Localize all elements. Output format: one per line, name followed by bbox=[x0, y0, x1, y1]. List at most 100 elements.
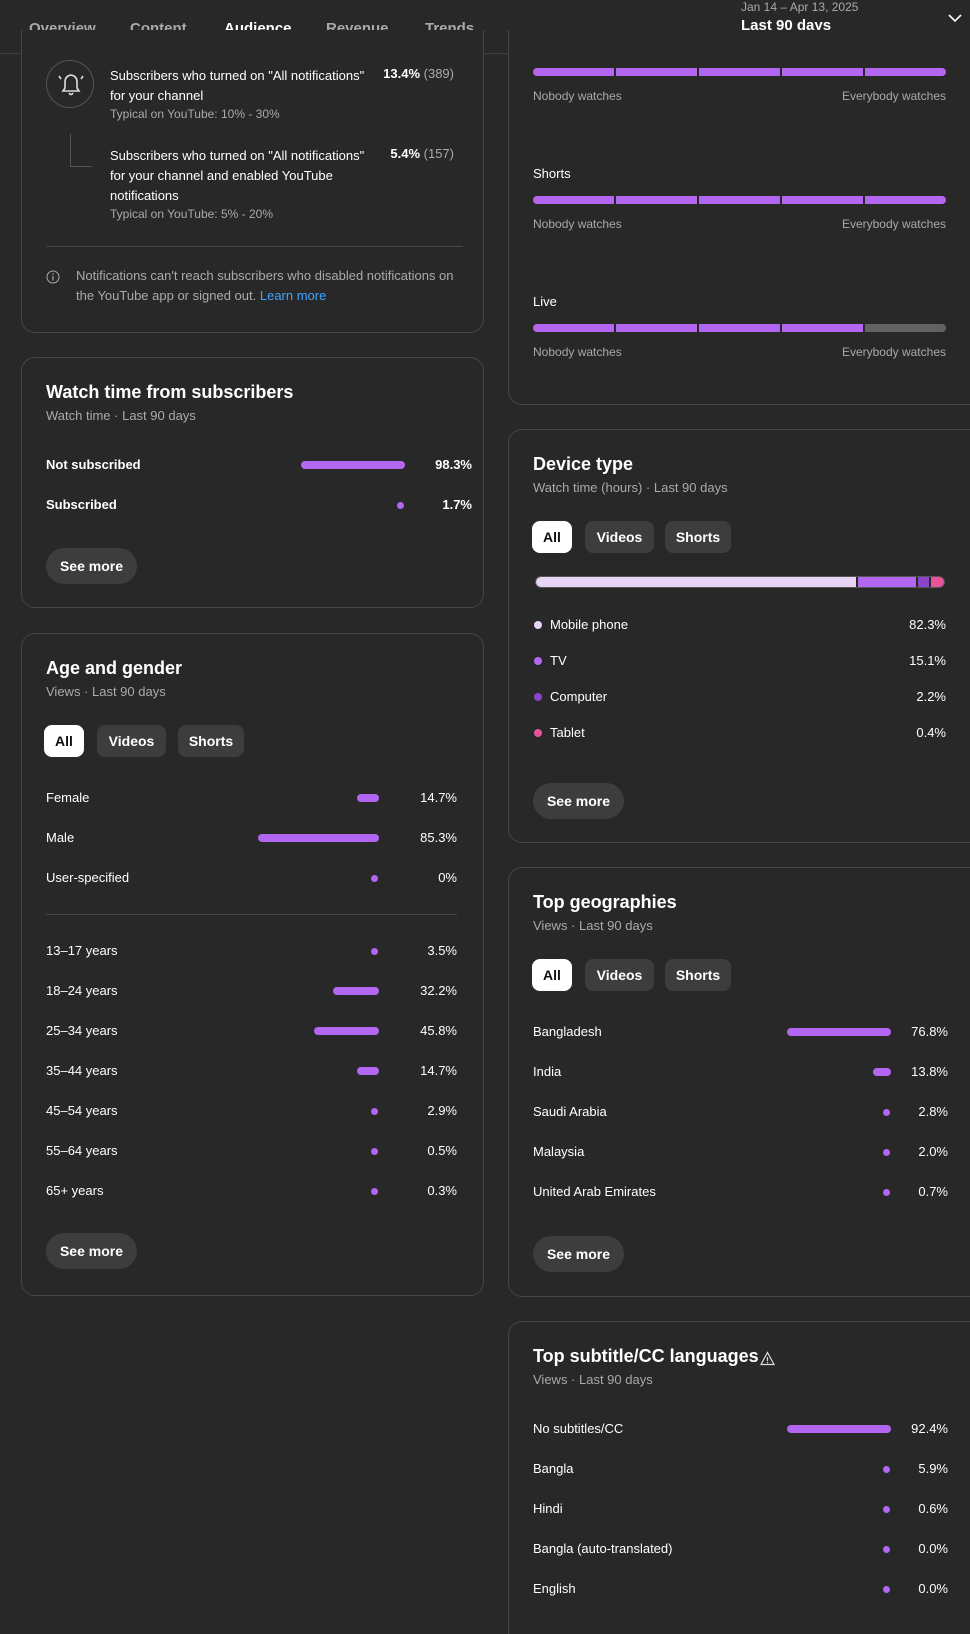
language-label: No subtitles/CC bbox=[533, 1421, 624, 1436]
scale-segment bbox=[782, 324, 863, 332]
filter-shorts[interactable]: Shorts bbox=[665, 959, 731, 991]
filter-videos[interactable]: Videos bbox=[585, 521, 654, 553]
learn-more-link[interactable]: Learn more bbox=[259, 288, 327, 303]
language-value: 5.9% bbox=[918, 1461, 948, 1476]
see-more-button[interactable]: See more bbox=[533, 783, 624, 819]
legend-dot bbox=[534, 657, 542, 665]
notifications-card: Subscribers who turned on "All notificat… bbox=[21, 30, 484, 333]
age-label: 45–54 years bbox=[46, 1103, 118, 1118]
geo-value: 2.8% bbox=[918, 1104, 948, 1119]
age-value: 0.3% bbox=[427, 1183, 457, 1198]
age-value: 14.7% bbox=[420, 1063, 457, 1078]
scale-right-label: Everybody watches bbox=[841, 217, 946, 231]
age-value: 45.8% bbox=[420, 1023, 457, 1038]
filter-shorts[interactable]: Shorts bbox=[665, 521, 731, 553]
filter-all[interactable]: All bbox=[532, 521, 572, 553]
device-label: Computer bbox=[550, 689, 608, 704]
see-more-button[interactable]: See more bbox=[46, 1233, 137, 1269]
gender-bar bbox=[258, 834, 379, 842]
gender-value: 0% bbox=[438, 870, 457, 885]
chevron-down-icon[interactable] bbox=[946, 9, 964, 27]
language-bar bbox=[883, 1466, 890, 1473]
row-bar bbox=[397, 502, 404, 509]
age-bar bbox=[371, 1148, 378, 1155]
bell-icon-circle bbox=[46, 60, 94, 108]
age-value: 3.5% bbox=[427, 943, 457, 958]
language-label: English bbox=[533, 1581, 576, 1596]
scale-left-label: Nobody watches bbox=[533, 345, 622, 359]
card-title: Watch time from subscribers bbox=[46, 382, 294, 402]
see-more-button[interactable]: See more bbox=[46, 548, 137, 584]
see-more-button[interactable]: See more bbox=[533, 1236, 624, 1272]
filter-videos[interactable]: Videos bbox=[97, 725, 166, 757]
card-title: Top geographies bbox=[533, 892, 677, 912]
scale-left-label: Nobody watches bbox=[533, 217, 622, 231]
age-label: 65+ years bbox=[46, 1183, 104, 1198]
device-stacked-bar bbox=[535, 576, 945, 588]
scale-segment bbox=[699, 68, 780, 76]
watch-scale-row1 bbox=[533, 68, 946, 76]
geo-bar bbox=[883, 1149, 890, 1156]
scale-segment bbox=[865, 68, 946, 76]
gender-bar bbox=[357, 794, 379, 802]
card-title: Age and gender bbox=[46, 658, 183, 678]
content-watch-card: Nobody watches Everybody watches Shorts … bbox=[508, 30, 970, 405]
filter-all[interactable]: All bbox=[44, 725, 84, 757]
date-range: Jan 14 – Apr 13, 2025 bbox=[741, 0, 859, 14]
notifications-note: Notifications can't reach subscribers wh… bbox=[76, 268, 454, 303]
filter-videos[interactable]: Videos bbox=[585, 959, 654, 991]
device-segment-tablet bbox=[931, 577, 944, 587]
gender-label: Male bbox=[46, 830, 75, 845]
device-label: TV bbox=[550, 653, 567, 668]
scale-segment bbox=[533, 324, 614, 332]
card-subtitle: Views · Last 90 days bbox=[533, 1372, 653, 1387]
age-label: 18–24 years bbox=[46, 983, 118, 998]
notif-row1-label: Subscribers who turned on "All notificat… bbox=[110, 68, 365, 103]
card-subtitle: Views · Last 90 days bbox=[46, 684, 166, 699]
period-selector[interactable]: Last 90 days bbox=[741, 17, 832, 34]
filter-all[interactable]: All bbox=[532, 959, 572, 991]
notif-row1-typical: Typical on YouTube: 10% - 30% bbox=[110, 107, 280, 121]
card-subtitle: Views · Last 90 days bbox=[533, 918, 653, 933]
legend-dot bbox=[534, 729, 542, 737]
row-value: 1.7% bbox=[442, 497, 472, 512]
language-bar bbox=[787, 1425, 891, 1433]
age-bar bbox=[371, 1108, 378, 1115]
notif-row1-value: 13.4% (389) bbox=[383, 66, 454, 81]
age-bar bbox=[357, 1067, 379, 1075]
card-subtitle: Watch time (hours) · Last 90 days bbox=[533, 480, 728, 495]
card-title: Top subtitle/CC languages bbox=[533, 1346, 759, 1366]
scale-left-label: Nobody watches bbox=[533, 89, 622, 103]
language-value: 0.0% bbox=[918, 1581, 948, 1596]
geo-value: 0.7% bbox=[918, 1184, 948, 1199]
language-bar bbox=[883, 1586, 890, 1593]
bell-icon bbox=[58, 74, 84, 96]
scale-segment bbox=[699, 196, 780, 204]
scale-segment bbox=[865, 196, 946, 204]
notif-row2-label: Subscribers who turned on "All notificat… bbox=[110, 148, 365, 203]
scale-segment bbox=[616, 68, 697, 76]
age-bar bbox=[371, 1188, 378, 1195]
top-subtitle-languages-card: Top subtitle/CC languages Views · Last 9… bbox=[508, 1321, 970, 1634]
geo-label: United Arab Emirates bbox=[533, 1184, 656, 1199]
notif-row2-value: 5.4% (157) bbox=[390, 146, 454, 161]
watch-row-shorts-label: Shorts bbox=[533, 166, 571, 181]
geo-bar bbox=[883, 1109, 890, 1116]
device-type-card: Device type Watch time (hours) · Last 90… bbox=[508, 429, 970, 843]
scale-segment bbox=[699, 324, 780, 332]
warning-icon[interactable] bbox=[760, 1351, 775, 1366]
watch-scale-row3 bbox=[533, 324, 946, 332]
divider bbox=[46, 246, 463, 247]
scale-segment bbox=[616, 324, 697, 332]
age-label: 25–34 years bbox=[46, 1023, 118, 1038]
age-label: 13–17 years bbox=[46, 943, 118, 958]
gender-label: User-specified bbox=[46, 870, 130, 885]
gender-value: 85.3% bbox=[420, 830, 457, 845]
scale-segment bbox=[616, 196, 697, 204]
filter-shorts[interactable]: Shorts bbox=[178, 725, 244, 757]
age-label: 35–44 years bbox=[46, 1063, 118, 1078]
watch-scale-row2 bbox=[533, 196, 946, 204]
age-bar bbox=[371, 948, 378, 955]
device-segment-mobile bbox=[536, 577, 856, 587]
language-label: Bangla bbox=[533, 1461, 574, 1476]
